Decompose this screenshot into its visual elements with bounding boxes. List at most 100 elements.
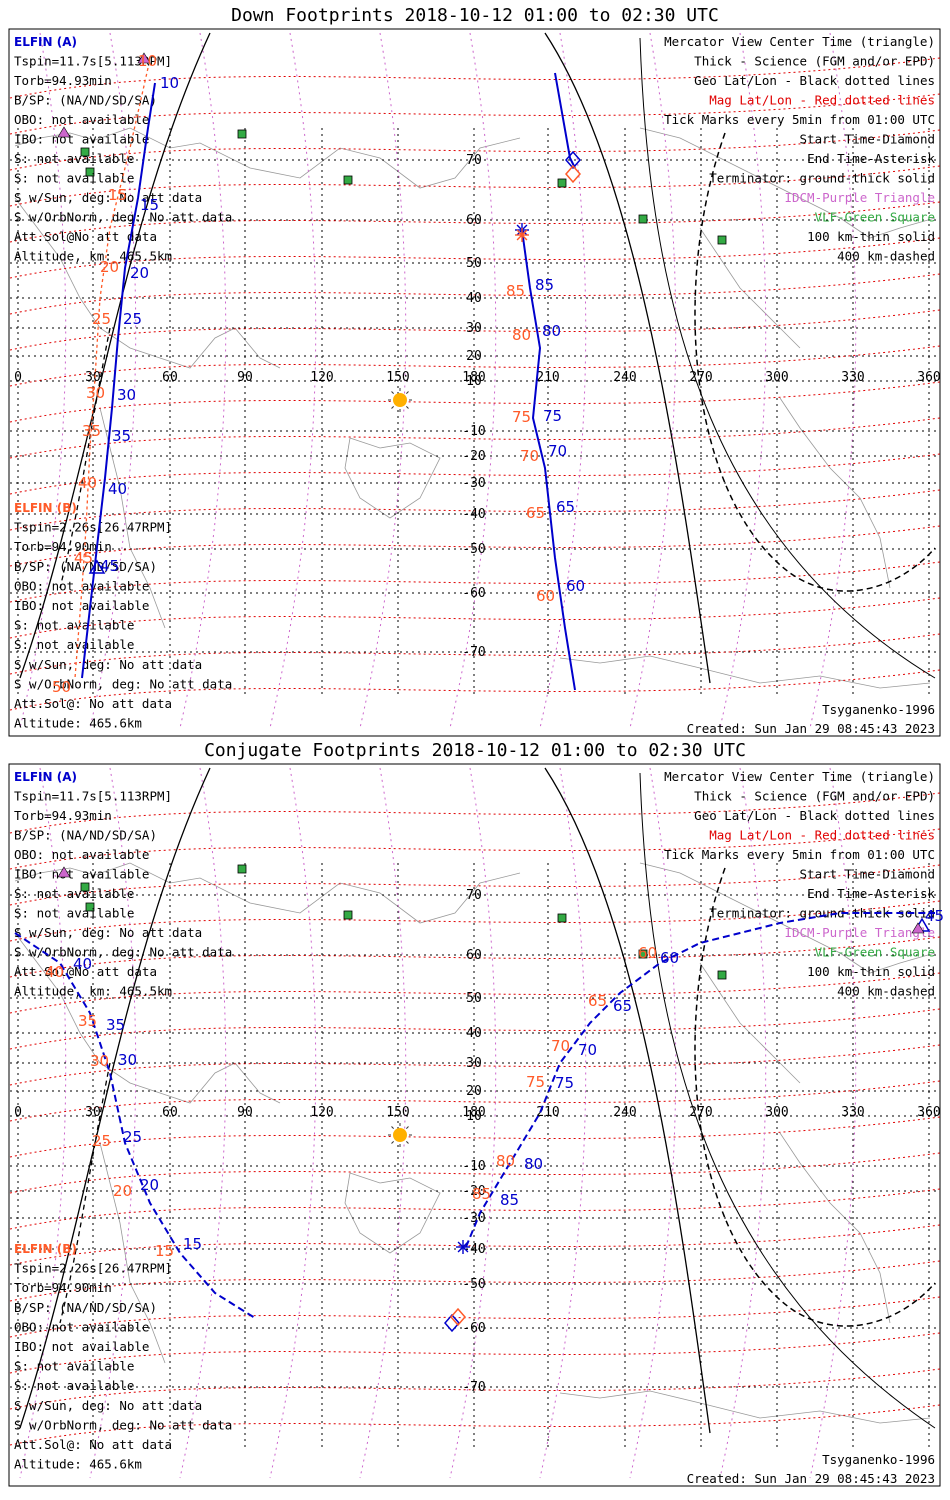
lon-tick-label: 120 xyxy=(310,370,333,385)
elfin-a-info-line: S w/Sun, deg: No att data xyxy=(14,190,202,205)
vlf-station-square xyxy=(717,970,727,980)
lat-tick-label: 70 xyxy=(466,888,482,903)
elfin-b-tick-label: 65 xyxy=(526,504,545,522)
mag-lat-line xyxy=(9,972,941,1014)
elfin-a-info-line: ELFIN (A) xyxy=(14,770,77,784)
legend-line: End Time-Asterisk xyxy=(807,886,935,901)
elfin-a-info-line: B/SP: (NA/ND/SD/SA) xyxy=(14,93,157,108)
lat-tick-label: -30 xyxy=(462,1211,485,1226)
elfin-b-tick-label: 75 xyxy=(512,408,531,426)
elfin-b-info-line: Altitude: 465.6km xyxy=(14,716,142,731)
legend-line: End Time-Asterisk xyxy=(807,151,935,166)
start-diamond-b xyxy=(450,1307,466,1327)
elfin-b-tick-label: 25 xyxy=(92,1132,111,1150)
lat-tick-label: -10 xyxy=(462,424,485,439)
terminator-dashed-right xyxy=(694,132,936,592)
terminator-dashed-left xyxy=(59,1062,111,1324)
lon-tick-label: 90 xyxy=(237,1105,253,1120)
legend-line: 100 km-thin solid xyxy=(807,964,935,979)
terminator-thin xyxy=(639,772,936,1429)
mag-lat-line xyxy=(9,1224,941,1266)
vlf-station-square xyxy=(85,167,95,177)
elfin-b-tick-label: 75 xyxy=(526,1073,545,1091)
coastline xyxy=(14,862,521,924)
legend-line: Thick - Science (FGM and/or EPD) xyxy=(694,789,935,804)
lon-tick-label: 240 xyxy=(613,370,636,385)
elfin-b-info-line: IBO: not available xyxy=(14,598,149,613)
elfin-a-info-line: IBO: not available xyxy=(14,867,149,882)
legend-line: Terminator: ground-thick solid xyxy=(709,171,935,186)
end-asterisk-a xyxy=(456,1240,470,1254)
legend-line: VLF-Green Square xyxy=(815,945,935,960)
elfin-b-info-line: Att.Sol@: No att data xyxy=(14,696,172,711)
lat-tick-label: 10 xyxy=(466,1109,482,1124)
terminator-dashed-left xyxy=(59,327,111,589)
vlf-station-square xyxy=(80,147,90,157)
lon-tick-label: 210 xyxy=(536,370,559,385)
elfin-b-tick-label: 60 xyxy=(638,944,657,962)
mag-lat-line xyxy=(9,489,941,531)
mag-lat-line xyxy=(9,165,941,207)
elfin-a-info-line: Altitude, km: 465.5km xyxy=(14,984,172,999)
mag-lat-line xyxy=(9,1332,941,1374)
terminator-left xyxy=(19,32,211,679)
elfin-b-info-line: B/SP: (NA/ND/SD/SA) xyxy=(14,559,157,574)
vlf-station-square xyxy=(557,178,567,188)
mag-lat-line xyxy=(9,1008,941,1050)
elfin-a-tick-label: 75 xyxy=(543,407,562,425)
elfin-b-info-line: S w/Sun, deg: No att data xyxy=(14,1398,202,1413)
mag-lat-line xyxy=(9,561,941,603)
elfin-a-tick-label: 35 xyxy=(112,427,131,445)
sun-icon xyxy=(388,1123,412,1147)
mag-lat-line xyxy=(9,669,941,711)
elfin-a-tick-label: 85 xyxy=(500,1191,519,1209)
footer-line: Created: Sun Jan 29 08:45:43 2023 xyxy=(687,1471,935,1486)
elfin-b-info-line: Tspin=2.26s[26.47RPM] xyxy=(14,520,172,535)
elfin-b-info-line: B/SP: (NA/ND/SD/SA) xyxy=(14,1300,157,1315)
mag-lat-line xyxy=(9,57,941,99)
lon-tick-label: 90 xyxy=(237,370,253,385)
elfin-b-tick-label: 30 xyxy=(90,1052,109,1070)
elfin-b-tick-label: 70 xyxy=(520,447,539,465)
lon-tick-label: 240 xyxy=(613,1105,636,1120)
lat-tick-label: 20 xyxy=(466,1084,482,1099)
elfin-b-tick-label: 85 xyxy=(472,1185,491,1203)
idcm-triangle xyxy=(137,52,151,64)
legend-line: Terminator: ground-thick solid xyxy=(709,906,935,921)
map-panel-conjugate: 0 30 60 90 120 150 180 210 240 270 300 330 360 70 60 50… xyxy=(8,763,944,1487)
lat-tick-label: 50 xyxy=(466,256,482,271)
elfin-a-info-line: S w/OrbNorm, deg: No att data xyxy=(14,945,232,960)
elfin-b-tick-label: 80 xyxy=(512,326,531,344)
lat-tick-label: -40 xyxy=(462,1242,485,1257)
lat-tick-label: -70 xyxy=(462,1380,485,1395)
vlf-station-square xyxy=(80,882,90,892)
elfin-a-info-line: Torb=94.93min xyxy=(14,73,112,88)
elfin-b-info-line: S: not available xyxy=(14,1378,134,1393)
mag-lat-line xyxy=(9,453,941,495)
elfin-a-info-line: IBO: not available xyxy=(14,132,149,147)
elfin-a-info-line: Tspin=11.7s[5.113RPM] xyxy=(14,54,172,69)
mag-lat-line xyxy=(9,1404,941,1446)
terminator-right xyxy=(544,767,711,1434)
vlf-station-square xyxy=(638,214,648,224)
mag-lat-line xyxy=(9,936,941,978)
lat-tick-label: 70 xyxy=(466,153,482,168)
legend-line: Tick Marks every 5min from 01:00 UTC xyxy=(664,112,935,127)
mag-lat-line xyxy=(9,417,941,459)
elfin-b-info-line: ELFIN (B) xyxy=(14,1242,77,1256)
elfin-b-tick-label: 70 xyxy=(551,1037,570,1055)
elfin-b-tick-label: 15 xyxy=(108,186,127,204)
mag-lat-line xyxy=(9,900,941,942)
lat-tick-label: 60 xyxy=(466,213,482,228)
vlf-station-square xyxy=(717,235,727,245)
elfin-b-info-line: IBO: not available xyxy=(14,1339,149,1354)
elfin-b-info-line: S: not available xyxy=(14,618,134,633)
end-asterisk-b xyxy=(515,228,529,242)
lat-tick-label: -10 xyxy=(462,1159,485,1174)
mag-lat-line xyxy=(9,381,941,423)
elfin-a-tick-label: 30 xyxy=(118,1051,137,1069)
mag-lat-line xyxy=(9,792,941,834)
lat-tick-label: -60 xyxy=(462,1321,485,1336)
mag-lat-line xyxy=(9,129,941,171)
map-panel-down: 0 30 60 90 120 150 180 210 240 270 300 330 360 70 60 50… xyxy=(8,28,941,737)
